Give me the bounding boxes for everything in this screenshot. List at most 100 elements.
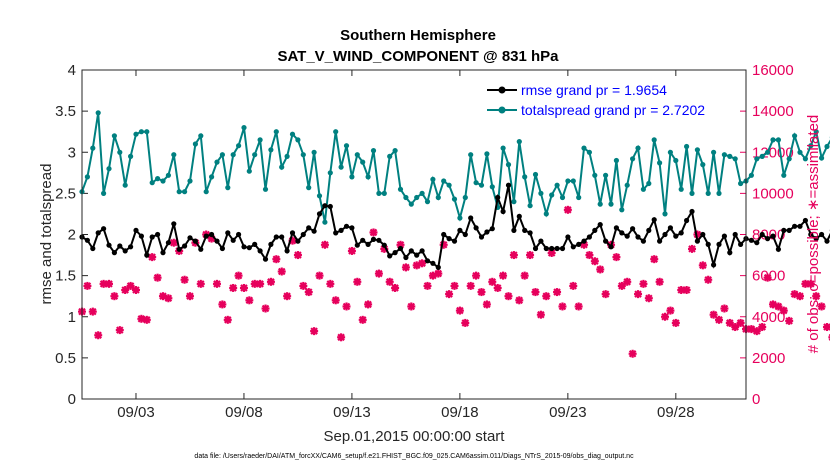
totalspread-point: [419, 190, 425, 196]
rmse-point: [543, 245, 549, 252]
rmse-point: [106, 242, 112, 248]
obs-point: [299, 281, 308, 290]
rmse-point: [770, 233, 776, 239]
totalspread-point: [738, 180, 744, 187]
legend-spread-marker: [498, 106, 506, 114]
totalspread-point: [365, 174, 371, 180]
totalspread-point: [462, 194, 468, 201]
rmse-point: [678, 230, 684, 236]
rmse-point: [516, 213, 522, 219]
rmse-point: [273, 234, 279, 240]
totalspread-point: [289, 131, 296, 137]
totalspread-point: [457, 215, 463, 221]
obs-point: [709, 310, 718, 319]
rmse-point: [84, 237, 90, 243]
totalspread-point: [160, 178, 166, 184]
rmse-point: [257, 248, 263, 254]
obs-point: [423, 281, 432, 290]
totalspread-point: [144, 129, 150, 135]
rmse-point: [446, 236, 452, 242]
rmse-point: [522, 227, 528, 233]
rmse-point: [775, 246, 782, 252]
obs-point: [806, 279, 815, 288]
totalspread-point: [694, 147, 701, 153]
obs-point: [445, 290, 454, 299]
totalspread-point: [349, 174, 355, 180]
obs-point: [358, 315, 367, 324]
obs-point: [688, 244, 697, 253]
rmse-point: [160, 250, 166, 256]
obs-point: [337, 333, 346, 342]
obs-point: [88, 307, 97, 316]
totalspread-point: [689, 190, 695, 196]
rmse-point: [624, 233, 630, 239]
totalspread-point: [165, 172, 171, 178]
totalspread-point: [149, 180, 155, 186]
rmse-point: [700, 231, 706, 238]
obs-point: [223, 315, 232, 324]
totalspread-point: [441, 178, 447, 184]
totalspread-point: [619, 207, 625, 213]
totalspread-point: [592, 172, 598, 178]
totalspread-point: [446, 182, 452, 188]
totalspread-point: [802, 156, 809, 162]
totalspread-point: [824, 143, 830, 150]
totalspread-point: [241, 125, 247, 131]
obs-point: [331, 296, 340, 305]
totalspread-point: [705, 190, 711, 196]
obs-point: [644, 294, 653, 303]
rmse-point: [673, 233, 679, 239]
totalspread-point: [381, 190, 387, 196]
totalspread-point: [624, 182, 630, 188]
obs-point: [455, 306, 464, 315]
totalspread-point: [667, 149, 674, 155]
y-tick-label: 0: [68, 391, 76, 408]
totalspread-point: [316, 193, 323, 199]
y-tick-label: 3.5: [55, 103, 76, 120]
x-axis-label: Sep.01,2015 00:00:00 start: [324, 428, 506, 445]
totalspread-point: [527, 203, 533, 209]
totalspread-point: [295, 137, 301, 143]
rmse-point: [284, 248, 290, 254]
rmse-point: [306, 225, 312, 231]
obs-point: [196, 279, 205, 288]
obs-point: [520, 271, 529, 280]
y-tick-label: 0.5: [55, 350, 76, 367]
obs-point: [736, 318, 745, 327]
y-tick-label: 1: [68, 309, 76, 326]
totalspread-point: [279, 164, 285, 170]
totalspread-point: [468, 152, 474, 158]
totalspread-point: [549, 192, 555, 198]
totalspread-point: [570, 178, 576, 184]
rmse-point: [732, 231, 738, 238]
rmse-point: [241, 244, 247, 250]
rmse-point: [343, 223, 350, 229]
totalspread-point: [262, 186, 269, 192]
totalspread-point: [155, 176, 161, 182]
obs-point: [110, 292, 119, 301]
totalspread-point: [522, 174, 528, 180]
obs-point: [536, 310, 545, 319]
y2-tick-label: 0: [752, 391, 760, 408]
obs-point: [634, 290, 643, 299]
rmse-point: [95, 230, 101, 236]
rmse-point: [419, 248, 425, 254]
totalspread-point: [608, 201, 614, 207]
rmse-point: [765, 236, 771, 242]
obs-point: [347, 246, 356, 255]
rmse-point: [608, 244, 614, 250]
obs-point: [245, 296, 254, 305]
rmse-point: [538, 238, 544, 244]
rmse-point: [754, 240, 760, 246]
totalspread-point: [252, 152, 258, 158]
obs-point: [623, 277, 632, 286]
rmse-point: [781, 227, 787, 233]
obs-point: [763, 273, 772, 282]
totalspread-point: [246, 168, 252, 174]
rmse-point: [468, 215, 474, 221]
obs-point: [493, 283, 502, 292]
totalspread-point: [387, 153, 393, 159]
obs-point: [477, 288, 486, 297]
rmse-point: [268, 241, 274, 247]
totalspread-point: [117, 149, 123, 155]
